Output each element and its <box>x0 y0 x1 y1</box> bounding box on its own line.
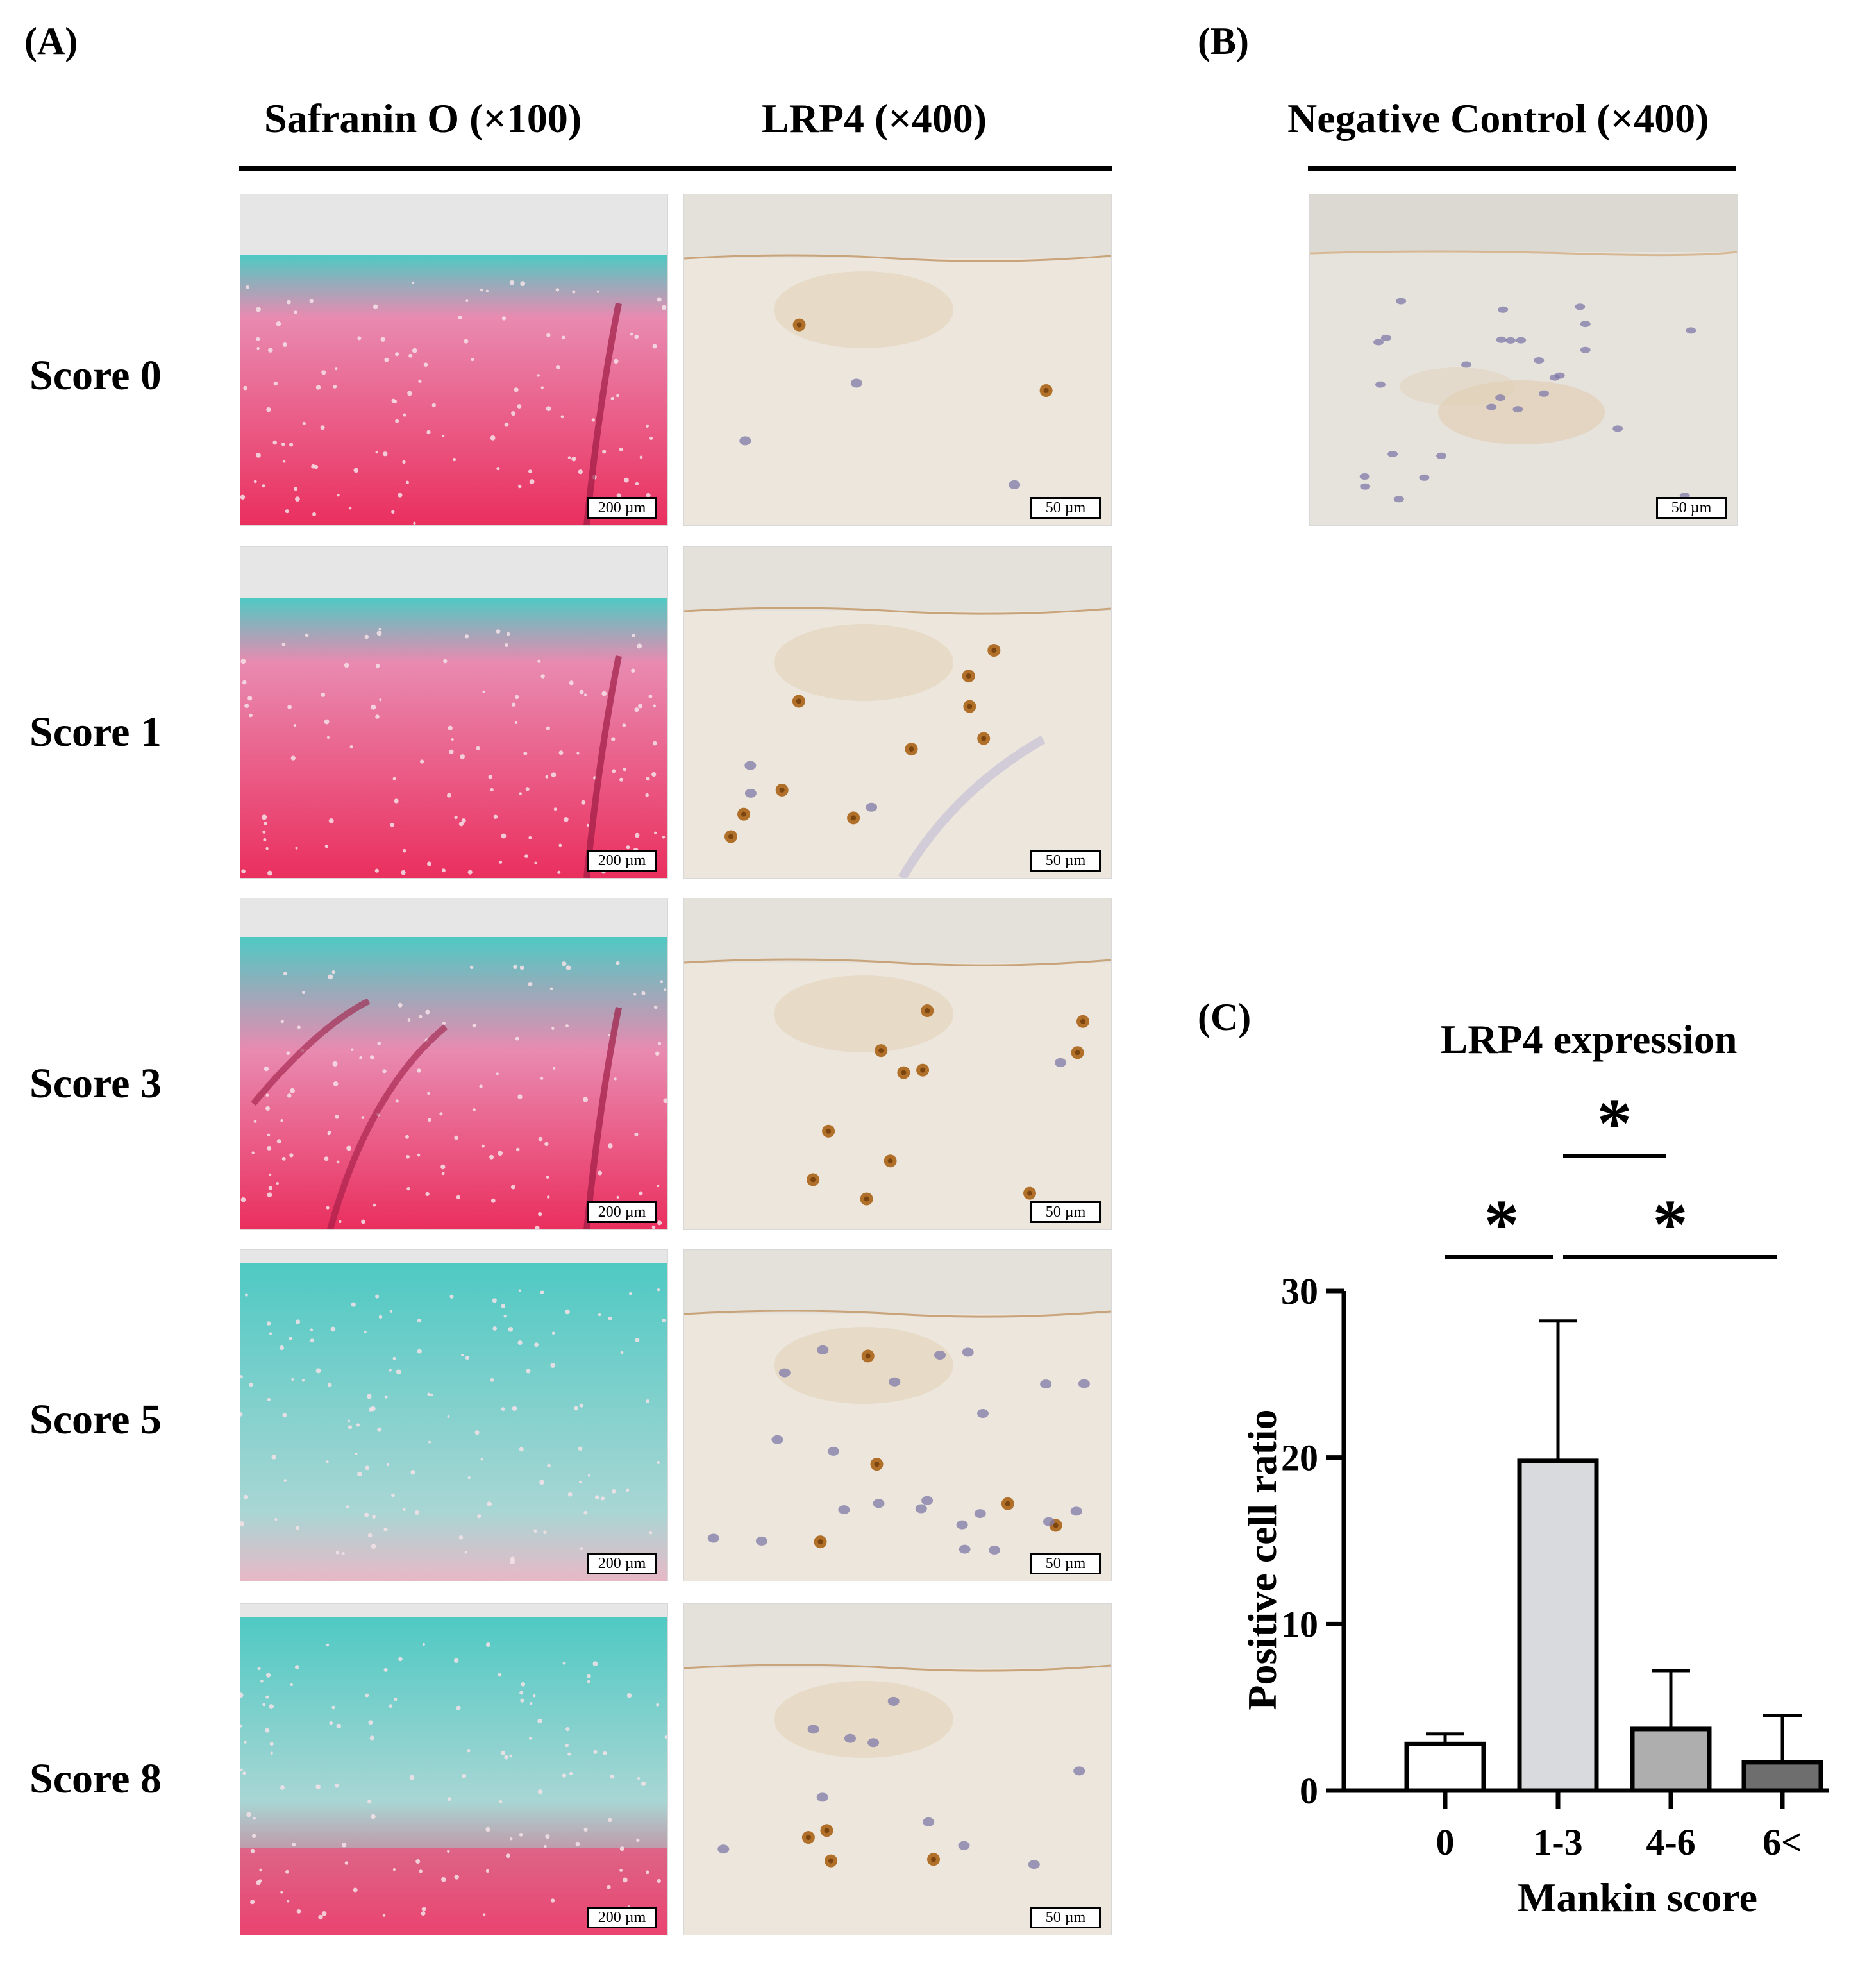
lrp4-texture <box>684 194 1111 489</box>
panel-b-letter: (B) <box>1198 20 1249 62</box>
hematoxylin-nucleus <box>1359 473 1370 480</box>
y-axis-label: Positive cell ratio <box>1239 1409 1285 1710</box>
lrp4-texture <box>684 1250 1111 1555</box>
hematoxylin-nucleus <box>1461 361 1471 368</box>
y-tick-label: 10 <box>1281 1603 1318 1645</box>
scale-bar: 50 µm <box>1030 850 1101 872</box>
bar-4-6 <box>1630 1726 1712 1793</box>
negative-control-texture <box>1310 194 1737 444</box>
safranin-o-micrograph: 200 µm <box>240 1249 668 1581</box>
hematoxylin-nucleus <box>1419 474 1430 481</box>
hematoxylin-nucleus <box>1380 334 1391 341</box>
hematoxylin-nucleus <box>1512 406 1523 413</box>
safranin-o-micrograph: 200 µm <box>240 898 668 1230</box>
scale-bar: 200 µm <box>587 1201 657 1223</box>
hematoxylin-nucleus <box>1387 451 1398 457</box>
lrp4-expression-chart: LRP4 expression Mankin score Positive ce… <box>1239 1016 1829 1920</box>
scale-bar: 50 µm <box>1030 497 1101 519</box>
safranin-o-micrograph: 200 µm <box>240 1603 668 1935</box>
negative-control-nuclei <box>1359 298 1696 503</box>
safranin-texture <box>240 1250 667 1581</box>
y-tick-label: 0 <box>1300 1770 1318 1812</box>
row-label: Score 8 <box>29 1755 162 1802</box>
row-label: Score 5 <box>29 1396 162 1443</box>
hematoxylin-nucleus <box>1396 298 1407 305</box>
safranin-texture <box>240 1604 667 1935</box>
lrp4-micrograph: 50 µm <box>683 546 1112 879</box>
x-tick-label: 1-3 <box>1533 1821 1582 1863</box>
hematoxylin-nucleus <box>1375 381 1386 388</box>
hematoxylin-nucleus <box>1360 483 1371 490</box>
hematoxylin-nucleus <box>1495 394 1506 401</box>
chart-plot-area: 0 10 20 30 0 1-3 4-6 6< * * * <box>1281 1084 1829 1863</box>
safranin-texture <box>240 547 667 878</box>
safranin-o-micrograph: 200 µm <box>240 546 668 879</box>
hematoxylin-nucleus <box>1539 390 1549 397</box>
hematoxylin-nucleus <box>1498 306 1509 313</box>
hematoxylin-nucleus <box>1575 303 1586 310</box>
lrp4-texture <box>684 1604 1111 1869</box>
lrp4-micrograph: 50 µm <box>683 1249 1112 1581</box>
hematoxylin-nucleus <box>1554 372 1565 379</box>
x-tick-label: 6< <box>1763 1821 1802 1863</box>
hematoxylin-nucleus <box>1612 425 1623 432</box>
row-label: Score 0 <box>29 352 162 399</box>
hematoxylin-nucleus <box>1496 336 1507 343</box>
negative-control-header: Negative Control (×400) <box>1287 96 1709 141</box>
scale-bar: 50 µm <box>1030 1553 1101 1574</box>
x-axis-label: Mankin score <box>1518 1875 1757 1920</box>
y-tick-label: 20 <box>1281 1437 1318 1479</box>
hematoxylin-nucleus <box>1534 357 1545 364</box>
panel-a-header-rule <box>239 166 1112 171</box>
hematoxylin-nucleus <box>1505 337 1516 344</box>
bar-0 <box>1404 1741 1486 1793</box>
chart-title: LRP4 expression <box>1441 1016 1738 1062</box>
x-tick-label: 4-6 <box>1646 1821 1695 1863</box>
hematoxylin-nucleus <box>1436 452 1446 459</box>
row-label: Score 3 <box>29 1060 162 1107</box>
scale-bar: 200 µm <box>587 497 657 519</box>
hematoxylin-nucleus <box>1580 321 1591 328</box>
lrp4-texture <box>684 898 1111 1206</box>
safranin-o-micrograph: 200 µm <box>240 194 668 526</box>
panel-c-letter: (C) <box>1198 996 1252 1038</box>
significance-star: * <box>1597 1084 1632 1162</box>
hematoxylin-nucleus <box>1686 327 1696 334</box>
bar-1-3 <box>1517 1458 1599 1793</box>
bar-6< <box>1741 1760 1823 1793</box>
hematoxylin-nucleus <box>1373 339 1384 346</box>
hematoxylin-nucleus <box>1393 496 1404 503</box>
y-tick-label: 30 <box>1281 1270 1318 1312</box>
negative-control-micrograph: 50 µm <box>1309 194 1738 526</box>
scale-bar: 200 µm <box>587 1907 657 1928</box>
lrp4-micrograph: 50 µm <box>683 194 1112 526</box>
scale-bar: 50 µm <box>1030 1201 1101 1223</box>
scale-bar: 200 µm <box>587 1553 657 1574</box>
lrp4-micrograph: 50 µm <box>683 1603 1112 1935</box>
significance-star: * <box>1653 1185 1688 1263</box>
hematoxylin-nucleus <box>1516 337 1527 344</box>
panel-a-letter: (A) <box>24 20 78 62</box>
scale-bar: 50 µm <box>1656 497 1727 519</box>
lrp4-micrograph: 50 µm <box>683 898 1112 1230</box>
scale-bar: 50 µm <box>1030 1907 1101 1928</box>
hematoxylin-nucleus <box>1486 403 1497 410</box>
safranin-column-header: Safranin O (×100) <box>264 96 582 141</box>
significance-star: * <box>1484 1185 1520 1263</box>
lrp4-texture <box>684 547 1111 878</box>
scale-bar: 200 µm <box>587 850 657 872</box>
panel-b-header-rule <box>1308 166 1736 171</box>
x-tick-label: 0 <box>1436 1821 1455 1863</box>
hematoxylin-nucleus <box>1580 346 1591 353</box>
row-label: Score 1 <box>29 709 162 755</box>
safranin-texture <box>240 194 667 525</box>
lrp4-column-header: LRP4 (×400) <box>762 96 987 141</box>
safranin-texture <box>240 898 667 1229</box>
